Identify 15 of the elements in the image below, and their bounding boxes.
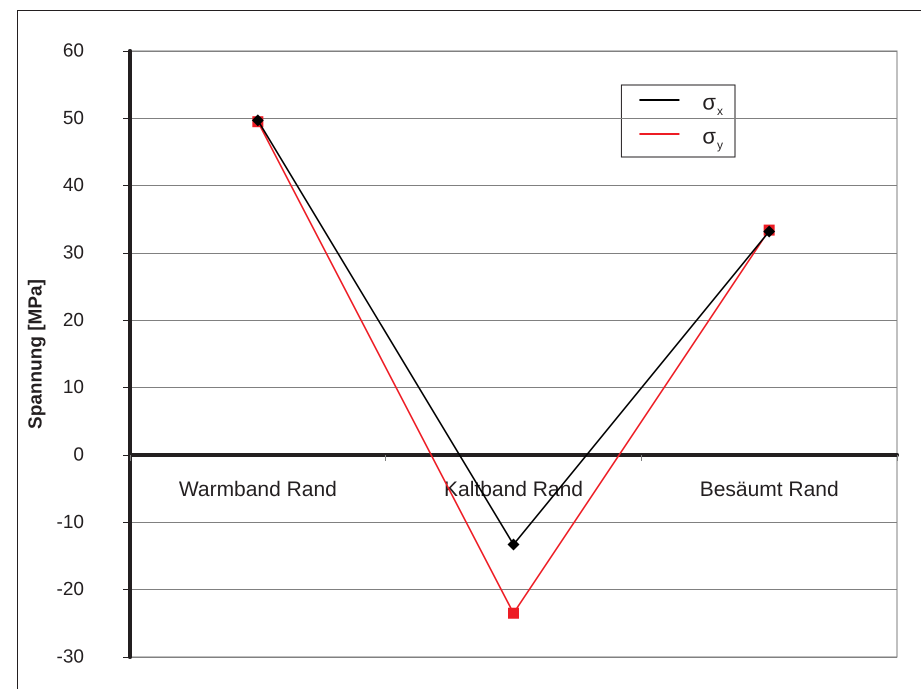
point bbox=[508, 608, 519, 619]
y-tick-label: 60 bbox=[62, 40, 84, 62]
y-tick-label: 30 bbox=[62, 242, 84, 264]
y-tick-label: -20 bbox=[56, 579, 84, 600]
y-axis-title: Spannung [MPa] bbox=[26, 279, 47, 429]
x-tick-label: Warmband Rand bbox=[178, 478, 337, 501]
x-tick-label: Besäumt Rand bbox=[700, 478, 839, 501]
y-tick-label: 50 bbox=[62, 108, 84, 129]
point bbox=[508, 538, 520, 551]
y-tick-label: -30 bbox=[56, 646, 84, 668]
y-tick-label: 10 bbox=[62, 377, 84, 398]
y-tick-label: 0 bbox=[73, 444, 84, 466]
y-tick-label: -10 bbox=[56, 512, 84, 533]
y-tick-label: 20 bbox=[62, 310, 84, 331]
y-tick-label: 40 bbox=[62, 175, 84, 196]
